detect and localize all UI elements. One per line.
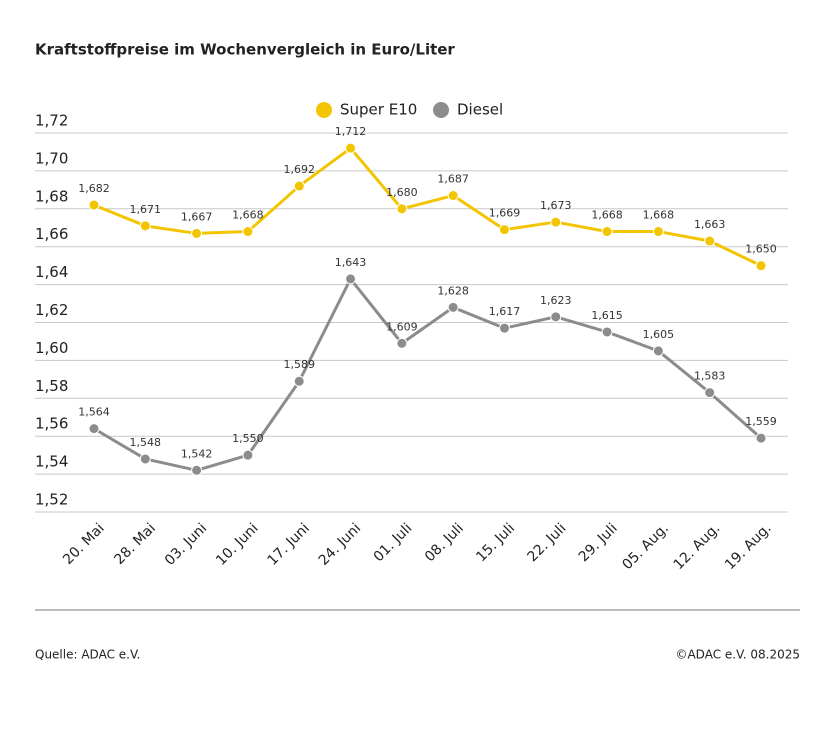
point <box>550 311 562 323</box>
legend-label: Diesel <box>457 101 503 119</box>
point <box>293 180 305 192</box>
value-label: 1,589 <box>283 358 315 371</box>
value-label: 1,550 <box>232 432 264 445</box>
point <box>139 220 151 232</box>
point <box>704 387 716 399</box>
point <box>498 224 510 236</box>
point <box>242 449 254 461</box>
value-label: 1,548 <box>130 436 162 449</box>
point <box>447 190 459 202</box>
x-tick-label: 22. Juli <box>525 520 570 565</box>
value-label: 1,623 <box>540 294 572 307</box>
point <box>345 142 357 154</box>
value-label: 1,615 <box>591 309 623 322</box>
y-tick-label: 1,62 <box>35 301 68 319</box>
value-label: 1,712 <box>335 125 367 138</box>
x-tick-label: 08. Juli <box>422 520 467 565</box>
value-label: 1,583 <box>694 370 726 383</box>
value-label: 1,668 <box>232 209 264 222</box>
point <box>396 337 408 349</box>
x-tick-label: 15. Juli <box>473 520 518 565</box>
point <box>396 203 408 215</box>
value-label: 1,650 <box>745 243 777 256</box>
value-label: 1,687 <box>437 173 469 186</box>
legend-marker <box>433 102 449 118</box>
point <box>345 273 357 285</box>
legend-marker <box>316 102 332 118</box>
y-tick-label: 1,64 <box>35 263 68 281</box>
y-tick-label: 1,72 <box>35 112 68 130</box>
x-tick-label: 10. Juni <box>213 520 261 568</box>
y-tick-label: 1,68 <box>35 187 68 205</box>
point <box>498 322 510 334</box>
y-tick-label: 1,66 <box>35 225 68 243</box>
source: Quelle: ADAC e.V. <box>35 648 140 662</box>
x-tick-label: 01. Juli <box>371 520 416 565</box>
value-label: 1,682 <box>78 182 110 195</box>
value-label: 1,564 <box>78 406 110 419</box>
x-tick-label: 12. Aug. <box>671 520 724 573</box>
point <box>191 227 203 239</box>
value-label: 1,663 <box>694 218 726 231</box>
y-tick-label: 1,56 <box>35 415 68 433</box>
point <box>191 464 203 476</box>
value-label: 1,671 <box>130 203 162 216</box>
point <box>88 423 100 435</box>
value-label: 1,542 <box>181 447 213 460</box>
value-label: 1,628 <box>437 284 469 297</box>
value-label: 1,668 <box>643 209 675 222</box>
point <box>447 301 459 313</box>
point <box>704 235 716 247</box>
value-label: 1,667 <box>181 210 213 223</box>
point <box>601 226 613 238</box>
x-tick-label: 29. Juli <box>576 520 621 565</box>
point <box>652 226 664 238</box>
value-label: 1,669 <box>489 207 521 220</box>
value-label: 1,559 <box>745 415 777 428</box>
value-label: 1,673 <box>540 199 572 212</box>
chart-title: Kraftstoffpreise im Wochenvergleich in E… <box>35 41 455 59</box>
value-label: 1,605 <box>643 328 675 341</box>
line <box>93 146 762 268</box>
x-tick-label: 19. Aug. <box>722 520 775 573</box>
legend-label: Super E10 <box>340 101 417 119</box>
value-label: 1,680 <box>386 186 418 199</box>
x-tick-label: 20. Mai <box>60 520 108 568</box>
y-tick-label: 1,58 <box>35 377 68 395</box>
y-tick-label: 1,52 <box>35 491 68 509</box>
point <box>755 432 767 444</box>
value-label: 1,692 <box>283 163 315 176</box>
x-tick-label: 03. Juni <box>162 520 210 568</box>
copyright: ©ADAC e.V. 08.2025 <box>675 648 800 662</box>
point <box>601 326 613 338</box>
point <box>88 199 100 211</box>
point <box>755 260 767 272</box>
value-label: 1,643 <box>335 256 367 269</box>
value-label: 1,617 <box>489 305 521 318</box>
x-tick-label: 28. Mai <box>111 520 159 568</box>
value-label: 1,609 <box>386 320 418 333</box>
x-tick-label: 24. Juni <box>316 520 364 568</box>
x-tick-label: 05. Aug. <box>619 520 672 573</box>
line <box>93 277 762 472</box>
point <box>293 375 305 387</box>
point <box>139 453 151 465</box>
y-tick-label: 1,70 <box>35 149 68 167</box>
y-tick-label: 1,54 <box>35 453 68 471</box>
x-tick-label: 17. Juni <box>264 520 312 568</box>
point <box>652 345 664 357</box>
value-label: 1,668 <box>591 209 623 222</box>
point <box>242 226 254 238</box>
y-tick-label: 1,60 <box>35 339 68 357</box>
point <box>550 216 562 228</box>
